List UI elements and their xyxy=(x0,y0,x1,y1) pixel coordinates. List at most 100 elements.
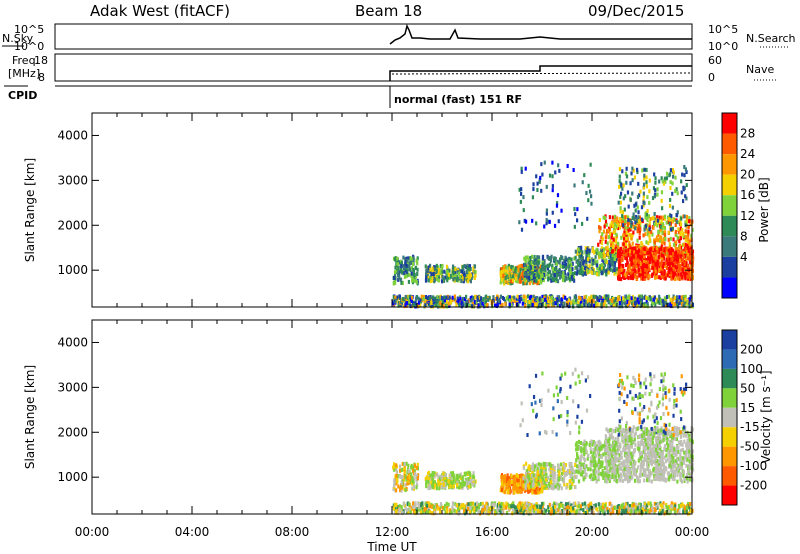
radar-cell xyxy=(432,295,435,300)
radar-cell xyxy=(465,479,469,484)
radar-cell xyxy=(652,225,655,230)
radar-cell xyxy=(511,511,514,516)
radar-cell xyxy=(643,173,646,178)
radar-cell xyxy=(416,271,419,276)
nsky-tick-low: 10^0 xyxy=(14,40,44,53)
radar-cell xyxy=(679,226,682,231)
radar-cell xyxy=(538,483,541,488)
radar-cell xyxy=(468,264,471,269)
radar-cell xyxy=(485,294,488,299)
radar-cell xyxy=(682,185,685,190)
radar-cell xyxy=(673,296,676,301)
radar-cell xyxy=(665,254,668,259)
radar-cell xyxy=(689,271,692,276)
radar-cell xyxy=(500,267,503,272)
radar-cell xyxy=(399,475,403,480)
radar-cell xyxy=(601,263,604,268)
radar-cell xyxy=(561,304,565,309)
radar-cell xyxy=(661,509,664,514)
radar-cell xyxy=(556,303,559,308)
radar-cell xyxy=(626,268,629,273)
radar-cell xyxy=(620,508,624,513)
radar-cell xyxy=(411,486,414,491)
radar-cell xyxy=(436,472,439,477)
radar-cell xyxy=(656,250,659,255)
radar-cell xyxy=(661,206,664,211)
radar-cell xyxy=(640,263,644,268)
radar-cell xyxy=(476,297,479,302)
radar-cell xyxy=(499,510,502,515)
radar-cell xyxy=(515,265,519,270)
radar-cell xyxy=(427,486,430,491)
radar-cell xyxy=(563,278,566,283)
radar-cell xyxy=(637,300,640,305)
radar-cell xyxy=(512,504,515,509)
radar-cell xyxy=(658,294,661,299)
radar-cell xyxy=(467,274,470,279)
radar-cell xyxy=(404,268,408,273)
radar-cell xyxy=(569,267,572,272)
radar-cell xyxy=(648,178,651,183)
radar-cell xyxy=(598,229,601,234)
radar-cell xyxy=(501,475,504,480)
radar-cell xyxy=(655,257,658,262)
radar-cell xyxy=(551,210,554,215)
radar-cell xyxy=(567,304,570,309)
radar-cell xyxy=(632,503,635,508)
radar-cell xyxy=(430,483,433,488)
radar-cell xyxy=(625,174,629,179)
radar-cell xyxy=(411,295,414,300)
radar-cell xyxy=(690,222,693,227)
radar-cell xyxy=(618,303,622,308)
radar-cell xyxy=(546,266,550,271)
radar-cell xyxy=(653,295,657,300)
radar-cell xyxy=(680,272,683,277)
radar-cell xyxy=(676,269,680,274)
radar-cell xyxy=(576,303,579,308)
radar-cell xyxy=(671,257,674,262)
radar-cell xyxy=(668,511,671,516)
radar-cell xyxy=(482,297,485,302)
radar-cell xyxy=(541,501,544,506)
radar-cell xyxy=(594,303,597,308)
radar-cell xyxy=(451,273,455,278)
radar-cell xyxy=(410,271,413,276)
radar-cell xyxy=(546,263,549,268)
radar-cell xyxy=(578,301,581,306)
radar-cell xyxy=(649,297,652,302)
radar-cell xyxy=(688,259,692,264)
radar-cell xyxy=(560,274,563,279)
radar-cell xyxy=(662,501,665,506)
radar-cell xyxy=(527,275,531,280)
radar-cell xyxy=(671,260,674,265)
radar-cell xyxy=(665,176,669,181)
radar-cell xyxy=(624,302,627,307)
radar-cell xyxy=(626,501,629,506)
radar-cell xyxy=(675,248,678,253)
radar-cell xyxy=(555,269,559,274)
radar-cell xyxy=(415,485,418,490)
radar-cell xyxy=(580,299,583,304)
radar-cell xyxy=(551,276,554,281)
radar-cell xyxy=(667,246,670,251)
radar-cell xyxy=(605,272,608,277)
radar-cell xyxy=(551,174,554,179)
radar-cell xyxy=(565,276,568,281)
radar-cell xyxy=(680,190,683,195)
radar-cell xyxy=(409,297,413,302)
radar-cell xyxy=(660,246,663,251)
radar-cell xyxy=(519,488,523,493)
radar-cell xyxy=(655,300,658,305)
radar-cell xyxy=(403,274,407,279)
radar-cell xyxy=(631,295,634,300)
radar-cell xyxy=(400,510,404,515)
radar-cell xyxy=(491,503,494,508)
radar-cell xyxy=(640,294,643,299)
radar-cell xyxy=(547,507,550,512)
radar-cell xyxy=(451,298,454,303)
radar-cell xyxy=(508,478,511,483)
radar-cell xyxy=(396,477,399,482)
radar-cell xyxy=(669,168,673,173)
radar-cell xyxy=(628,243,631,248)
